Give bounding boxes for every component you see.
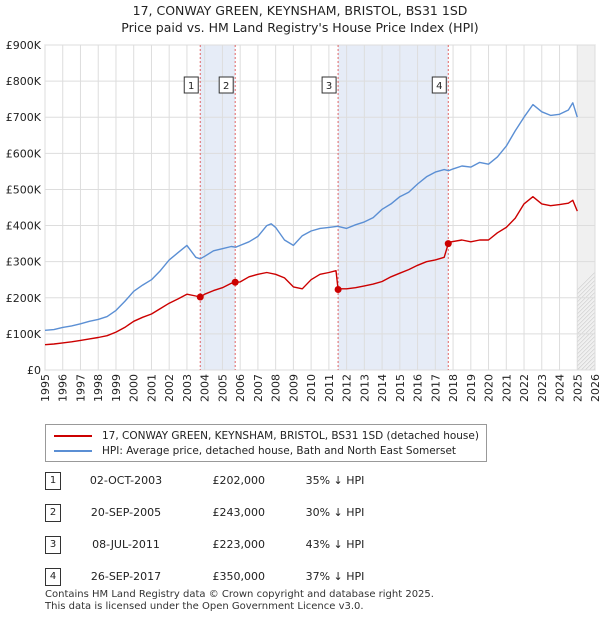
sale-hpi-diff: 35% ↓ HPI: [305, 474, 365, 487]
sale-marker-label: 4: [45, 568, 61, 586]
x-tick-label: 2019: [465, 374, 478, 402]
sale-point: [334, 285, 342, 293]
x-tick-label: 1998: [92, 374, 105, 402]
sale-date: 20-SEP-2005: [90, 506, 162, 519]
y-tick-label: £900K: [6, 39, 42, 52]
sale-point: [196, 293, 204, 301]
y-tick-label: £500K: [6, 183, 42, 196]
x-tick-label: 2002: [163, 374, 176, 402]
table-row: 3 08-JUL-2011 £223,000 43% ↓ HPI: [45, 536, 405, 554]
x-tick-label: 2006: [234, 374, 247, 402]
sale-price: £243,000: [212, 506, 266, 519]
x-tick-label: 2022: [518, 374, 531, 402]
legend-label-property: 17, CONWAY GREEN, KEYNSHAM, BRISTOL, BS3…: [102, 430, 479, 442]
plot-area: [44, 44, 596, 371]
sale-marker-label: 3: [326, 81, 332, 92]
forecast-hatch-line: [577, 303, 595, 323]
legend-label-hpi: HPI: Average price, detached house, Bath…: [102, 445, 457, 457]
x-tick-label: 2017: [429, 374, 442, 402]
sale-marker-box: [431, 76, 447, 94]
x-tick-label: 2005: [216, 374, 229, 402]
sale-date: 02-OCT-2003: [89, 474, 163, 487]
y-tick-label: £400K: [6, 220, 42, 233]
y-tick-label: £800K: [6, 75, 42, 88]
x-tick-label: 2023: [536, 374, 549, 402]
y-tick-label: £0: [27, 364, 41, 377]
sale-price: £202,000: [212, 474, 266, 487]
x-tick-label: 2012: [341, 374, 354, 402]
table-row: 1 02-OCT-2003 £202,000 35% ↓ HPI: [45, 472, 405, 490]
forecast-hatch-line: [577, 311, 595, 331]
table-row: 2 20-SEP-2005 £243,000 30% ↓ HPI: [45, 504, 405, 522]
ownership-shade: [200, 45, 236, 370]
x-tick-label: 2004: [199, 374, 212, 402]
sale-marker-label: 1: [45, 472, 61, 490]
footer-attribution: Contains HM Land Registry data © Crown c…: [45, 589, 434, 613]
footer-line2: This data is licensed under the Open Gov…: [45, 601, 364, 612]
y-tick-label: £200K: [6, 292, 42, 305]
chart-title-line1: 17, CONWAY GREEN, KEYNSHAM, BRISTOL, BS3…: [132, 3, 468, 18]
legend-swatch-hpi: [54, 450, 92, 452]
sale-marker-label: 1: [188, 81, 194, 92]
legend-swatch-property: [54, 435, 92, 437]
forecast-hatch-line: [577, 307, 595, 327]
x-tick-label: 2000: [128, 374, 141, 402]
x-tick-label: 2008: [270, 374, 283, 402]
x-tick-label: 1995: [39, 374, 52, 402]
chart-plot: £0 £100K £200K £300K £400K £500K £600K £700K £80…: [6, 39, 600, 402]
chart-title-line2: Price paid vs. HM Land Registry's House …: [121, 20, 479, 35]
legend-entry-property: 17, CONWAY GREEN, KEYNSHAM, BRISTOL, BS3…: [54, 428, 479, 444]
x-tick-label: 2018: [447, 374, 460, 402]
forecast-hatch-line: [577, 299, 595, 319]
sale-point: [231, 278, 239, 286]
x-tick-label: 2009: [287, 374, 300, 402]
x-tick-label: 2015: [394, 374, 407, 402]
sale-price: £350,000: [212, 570, 266, 583]
x-tick-label: 1996: [57, 374, 70, 402]
x-tick-label: 2020: [483, 374, 496, 402]
sale-marker-label: 4: [436, 81, 442, 92]
x-tick-label: 2026: [589, 374, 600, 402]
sale-marker-box: [183, 76, 199, 94]
sale-marker-box: [321, 76, 337, 94]
x-tick-label: 1997: [74, 374, 87, 402]
sale-price: £223,000: [212, 538, 266, 551]
legend-entry-hpi: HPI: Average price, detached house, Bath…: [54, 443, 456, 459]
sale-hpi-diff: 30% ↓ HPI: [305, 506, 365, 519]
hpi-series-line: [44, 102, 578, 331]
sale-date: 08-JUL-2011: [92, 538, 160, 551]
chart-legend: 17, CONWAY GREEN, KEYNSHAM, BRISTOL, BS3…: [45, 424, 487, 462]
x-tick-label: 2011: [323, 374, 336, 402]
y-tick-label: £600K: [6, 147, 42, 160]
y-tick-label: £100K: [6, 328, 42, 341]
x-tick-label: 2003: [181, 374, 194, 402]
sale-marker-label: 3: [45, 536, 61, 554]
y-tick-label: £300K: [6, 256, 42, 269]
property-series-line: [44, 195, 578, 346]
x-tick-label: 2014: [376, 374, 389, 402]
x-tick-label: 2016: [412, 374, 425, 402]
sale-hpi-diff: 37% ↓ HPI: [305, 570, 365, 583]
sale-hpi-diff: 43% ↓ HPI: [305, 538, 365, 551]
footer-line1: Contains HM Land Registry data © Crown c…: [45, 589, 434, 600]
sale-point: [444, 240, 452, 248]
ownership-shade: [338, 45, 449, 370]
x-tick-label: 2001: [145, 374, 158, 402]
sale-marker-label: 2: [223, 81, 229, 92]
x-tick-label: 2013: [358, 374, 371, 402]
x-tick-label: 2007: [252, 374, 265, 402]
x-tick-label: 2024: [554, 374, 567, 402]
chart-title: 17, CONWAY GREEN, KEYNSHAM, BRISTOL, BS3…: [0, 2, 600, 36]
x-tick-label: 2025: [571, 374, 584, 402]
x-tick-label: 1999: [110, 374, 123, 402]
x-tick-label: 2021: [500, 374, 513, 402]
table-row: 4 26-SEP-2017 £350,000 37% ↓ HPI: [45, 568, 405, 586]
sale-marker-box: [218, 76, 234, 94]
x-tick-label: 2010: [305, 374, 318, 402]
y-tick-label: £700K: [6, 111, 42, 124]
sale-date: 26-SEP-2017: [90, 570, 162, 583]
sale-marker-label: 2: [45, 504, 61, 522]
